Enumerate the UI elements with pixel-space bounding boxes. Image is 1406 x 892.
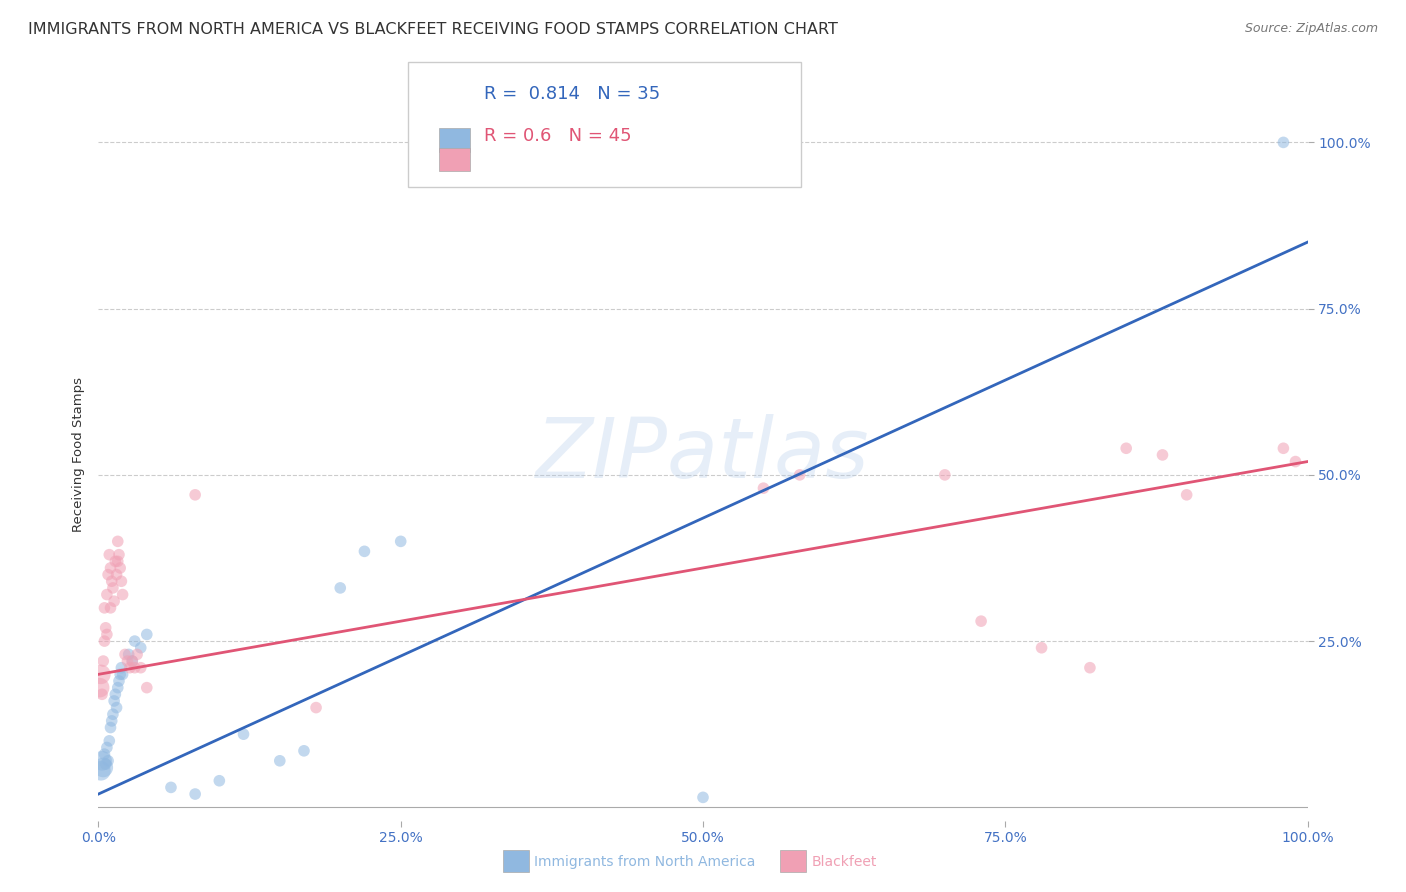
Point [107, 681, 129, 695]
Point [127, 648, 149, 662]
Point [108, 673, 131, 688]
Point [98, 734, 121, 748]
Point [108, 548, 131, 562]
Point [93, 600, 115, 615]
Point [101, 581, 124, 595]
Point [1272, 136, 1295, 150]
Point [1175, 488, 1198, 502]
Point [110, 574, 132, 589]
Point [90, 667, 112, 681]
Point [1078, 661, 1101, 675]
Point [110, 661, 132, 675]
Point [389, 534, 412, 549]
Point [96, 627, 118, 641]
Point [353, 544, 375, 558]
Point [269, 754, 291, 768]
Point [118, 661, 141, 675]
Text: ZIPatlas: ZIPatlas [536, 415, 870, 495]
Point [184, 787, 207, 801]
Point [129, 661, 152, 675]
Point [105, 567, 128, 582]
Point [94, 757, 117, 772]
Point [329, 581, 352, 595]
Point [232, 727, 254, 741]
Point [91, 654, 114, 668]
Point [97, 567, 120, 582]
Point [934, 467, 956, 482]
Point [970, 614, 993, 628]
Point [111, 588, 134, 602]
Point [93, 747, 115, 761]
Point [292, 744, 315, 758]
Text: Blackfeet: Blackfeet [811, 855, 876, 869]
Point [118, 648, 141, 662]
Point [91, 754, 114, 768]
Point [100, 561, 122, 575]
Point [1031, 640, 1053, 655]
Point [90, 764, 112, 778]
Point [94, 621, 117, 635]
Point [135, 681, 157, 695]
Point [91, 687, 114, 701]
Point [752, 481, 775, 495]
Point [97, 754, 120, 768]
Point [100, 600, 122, 615]
Text: R = 0.6   N = 45: R = 0.6 N = 45 [484, 127, 631, 145]
Point [108, 561, 131, 575]
Point [96, 588, 118, 602]
Point [104, 687, 127, 701]
Point [208, 773, 231, 788]
Point [121, 654, 143, 668]
Point [103, 694, 125, 708]
Point [135, 627, 157, 641]
Point [305, 700, 328, 714]
Point [103, 594, 125, 608]
Point [121, 654, 143, 668]
Point [1152, 448, 1174, 462]
Point [789, 467, 811, 482]
Point [104, 554, 127, 568]
Point [111, 667, 134, 681]
Point [129, 640, 152, 655]
Point [100, 574, 122, 589]
Point [114, 648, 136, 662]
Point [184, 488, 207, 502]
Point [692, 790, 714, 805]
Point [91, 760, 114, 774]
Point [1284, 454, 1306, 468]
Point [100, 714, 122, 728]
Y-axis label: Receiving Food Stamps: Receiving Food Stamps [72, 377, 84, 533]
Point [105, 700, 128, 714]
Text: Immigrants from North America: Immigrants from North America [534, 855, 755, 869]
Point [96, 740, 118, 755]
Text: R =  0.814   N = 35: R = 0.814 N = 35 [484, 85, 659, 103]
Point [98, 548, 121, 562]
Point [107, 534, 129, 549]
Text: Source: ZipAtlas.com: Source: ZipAtlas.com [1244, 22, 1378, 36]
Text: IMMIGRANTS FROM NORTH AMERICA VS BLACKFEET RECEIVING FOOD STAMPS CORRELATION CHA: IMMIGRANTS FROM NORTH AMERICA VS BLACKFE… [28, 22, 838, 37]
Point [1115, 442, 1137, 456]
Point [124, 661, 146, 675]
Point [1272, 442, 1295, 456]
Point [160, 780, 183, 795]
Point [108, 667, 131, 681]
Point [93, 634, 115, 648]
Point [100, 721, 122, 735]
Point [124, 634, 146, 648]
Point [107, 554, 129, 568]
Point [89, 681, 111, 695]
Point [117, 654, 139, 668]
Point [101, 707, 124, 722]
